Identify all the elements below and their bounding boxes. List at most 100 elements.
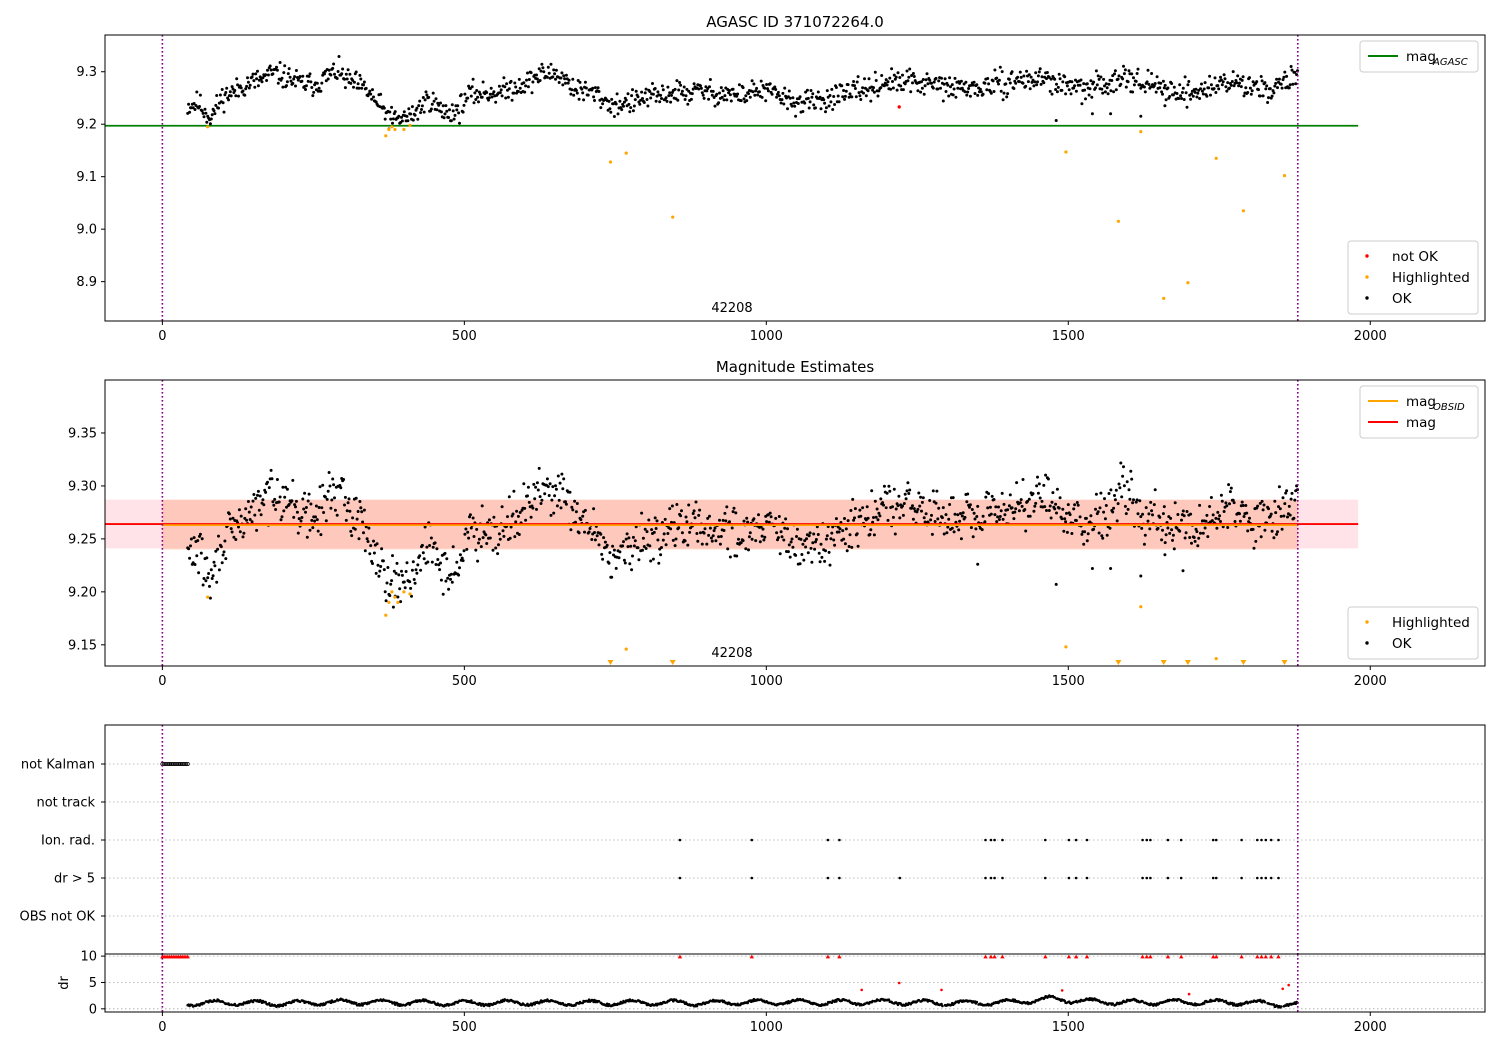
- ok-point: [464, 527, 468, 531]
- ok-point: [617, 556, 621, 560]
- ok-point: [447, 116, 451, 119]
- ok-point: [632, 544, 636, 548]
- ok-point: [920, 80, 923, 84]
- ok-point: [814, 106, 817, 110]
- ok-point: [628, 562, 632, 566]
- ok-point: [502, 534, 506, 538]
- ok-point: [801, 110, 805, 113]
- ion-rad-flag-point: [826, 838, 830, 842]
- ok-point: [864, 94, 868, 98]
- ok-point: [1095, 83, 1099, 87]
- ok-point: [916, 507, 920, 511]
- ok-point: [1221, 80, 1225, 84]
- ok-point: [266, 480, 269, 484]
- ok-point: [385, 581, 389, 585]
- ok-point: [750, 537, 754, 541]
- ok-point: [1131, 501, 1135, 505]
- ok-point: [895, 88, 899, 92]
- ok-point: [246, 80, 250, 84]
- ok-point: [1214, 91, 1218, 94]
- ok-point: [294, 499, 298, 503]
- ok-point: [838, 527, 842, 531]
- ok-point: [1116, 502, 1120, 506]
- ok-point: [907, 75, 911, 79]
- ok-point: [1270, 94, 1274, 98]
- ok-point: [1038, 67, 1042, 71]
- ok-point: [1147, 512, 1151, 516]
- ok-point: [911, 504, 914, 508]
- ok-point: [329, 506, 333, 510]
- ok-point: [1278, 507, 1282, 511]
- ok-point: [599, 106, 603, 110]
- ok-point: [1289, 65, 1293, 68]
- ok-point: [799, 537, 803, 541]
- ok-point: [1109, 567, 1113, 570]
- ok-point: [271, 500, 275, 504]
- ok-point: [524, 84, 528, 88]
- ok-point: [1055, 90, 1059, 94]
- ok-point: [1238, 81, 1241, 85]
- ok-point: [844, 527, 848, 531]
- ok-point: [281, 485, 285, 489]
- ok-point: [911, 81, 914, 85]
- ok-point: [560, 71, 564, 75]
- ok-point: [953, 76, 957, 80]
- ok-point: [205, 120, 209, 124]
- ok-point: [215, 580, 219, 584]
- ok-point: [765, 83, 769, 86]
- ok-point: [477, 90, 481, 94]
- ok-point: [719, 86, 723, 90]
- ok-point: [689, 97, 693, 101]
- ok-point: [991, 79, 995, 83]
- ok-point: [792, 101, 796, 105]
- ok-point: [801, 542, 805, 546]
- ok-point: [1228, 490, 1232, 494]
- ok-point: [832, 95, 836, 98]
- ok-point: [722, 529, 726, 532]
- ok-point: [1244, 86, 1248, 90]
- ok-point: [1002, 91, 1006, 95]
- ok-point: [659, 553, 663, 557]
- ok-point: [1254, 539, 1258, 543]
- ok-point: [734, 511, 738, 515]
- ok-point: [1132, 83, 1136, 87]
- ok-point: [631, 88, 634, 92]
- ok-point: [1292, 516, 1296, 520]
- ok-point: [248, 518, 252, 521]
- ok-point: [717, 101, 721, 105]
- ok-point: [676, 98, 680, 102]
- agasc-panel: AGASC ID 371072264.0 0 500 1000 1500 20008.9…: [76, 13, 1486, 344]
- ok-point: [622, 104, 625, 108]
- ok-point: [583, 530, 586, 534]
- ok-point: [934, 501, 938, 505]
- ok-point: [971, 83, 975, 87]
- ok-point: [597, 543, 601, 547]
- ok-point: [376, 563, 380, 567]
- ok-point: [1274, 511, 1278, 515]
- dr-gt-5-flag-point: [678, 876, 682, 880]
- ok-point: [364, 86, 368, 90]
- ok-point: [261, 76, 265, 80]
- ok-point: [379, 565, 383, 568]
- ok-point: [345, 509, 349, 513]
- dr-point: [917, 998, 921, 1002]
- ok-point: [614, 102, 618, 106]
- ok-point: [660, 97, 663, 100]
- ok-point: [856, 75, 860, 79]
- magnitude-estimates-upper-legend-box: [1359, 385, 1479, 439]
- ok-point: [973, 92, 977, 95]
- ok-point: [946, 525, 950, 529]
- ok-point: [923, 520, 927, 524]
- ok-point: [375, 542, 379, 546]
- ok-point: [1035, 83, 1039, 87]
- not-kalman-flag-point: [163, 762, 168, 767]
- ok-point: [1061, 507, 1065, 511]
- ok-point: [311, 526, 315, 530]
- ok-point: [524, 518, 528, 522]
- highlighted-point: [402, 127, 406, 132]
- highlighted-point: [387, 127, 391, 132]
- ok-point: [475, 89, 479, 92]
- ok-point: [1294, 82, 1298, 86]
- ok-point: [684, 515, 688, 519]
- ok-point: [858, 94, 862, 98]
